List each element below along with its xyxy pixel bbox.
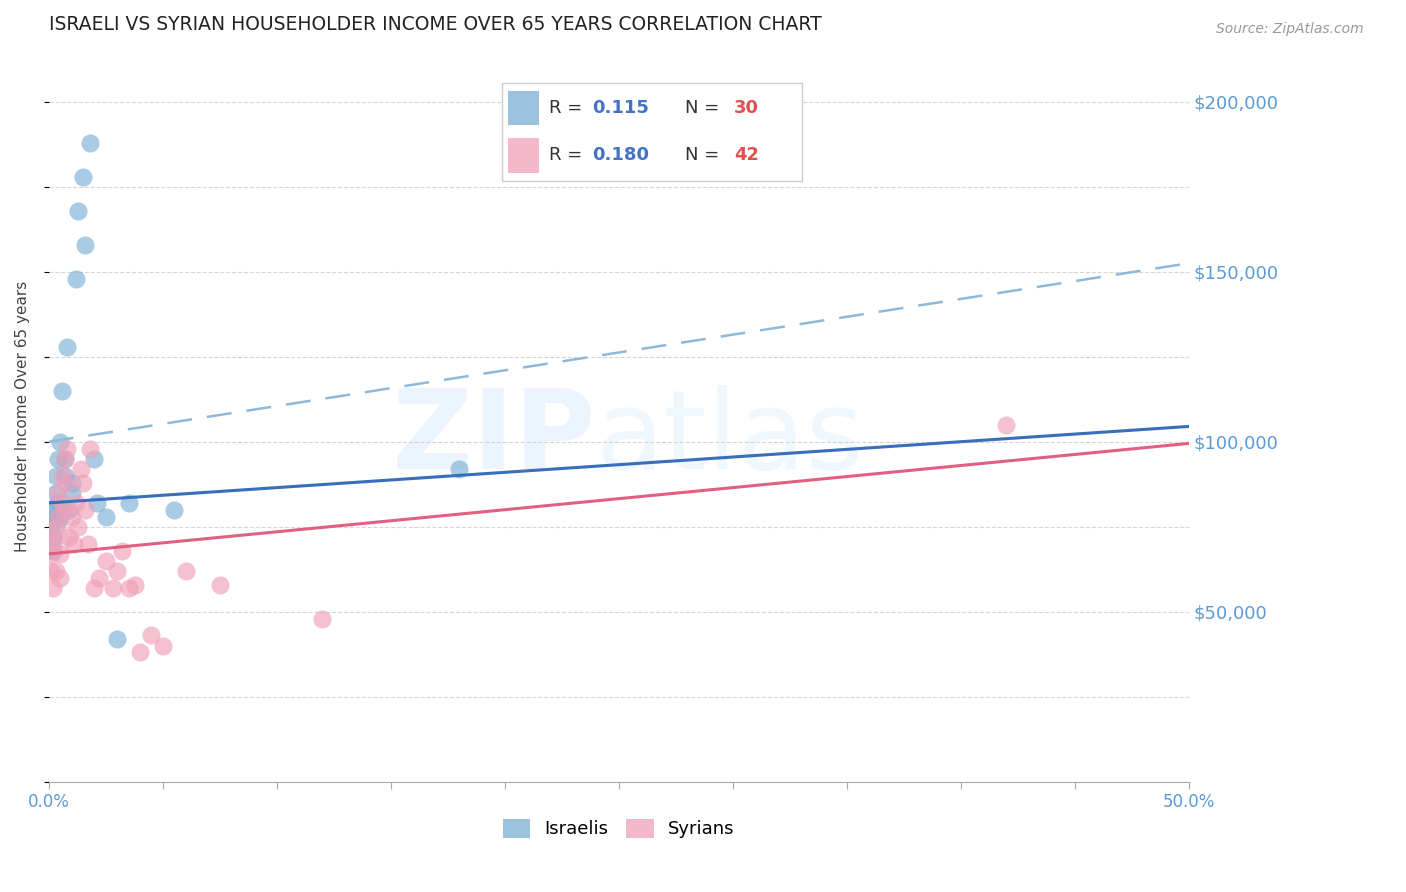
Point bbox=[94, 509, 117, 524]
Point bbox=[63, 537, 86, 551]
Legend: Israelis, Syrians: Israelis, Syrians bbox=[495, 812, 742, 846]
Point bbox=[49, 434, 72, 449]
Text: ZIP: ZIP bbox=[392, 384, 596, 491]
Text: 30: 30 bbox=[734, 99, 759, 117]
Point bbox=[53, 468, 76, 483]
FancyBboxPatch shape bbox=[502, 83, 803, 181]
Point bbox=[58, 530, 80, 544]
Point bbox=[39, 509, 62, 524]
Point bbox=[79, 442, 101, 456]
Text: atlas: atlas bbox=[596, 384, 865, 491]
Point bbox=[45, 509, 67, 524]
Point bbox=[51, 468, 73, 483]
Point bbox=[105, 564, 128, 578]
Point bbox=[75, 502, 97, 516]
Point bbox=[117, 496, 139, 510]
Point bbox=[60, 475, 83, 490]
Point bbox=[117, 581, 139, 595]
Point bbox=[39, 547, 62, 561]
Point bbox=[152, 639, 174, 653]
Point bbox=[42, 543, 65, 558]
Point bbox=[49, 547, 72, 561]
Text: 0.115: 0.115 bbox=[592, 99, 648, 117]
Point bbox=[94, 554, 117, 568]
Point bbox=[105, 632, 128, 646]
Point bbox=[53, 502, 76, 516]
Point bbox=[449, 462, 471, 476]
Point bbox=[174, 564, 197, 578]
Point bbox=[45, 485, 67, 500]
Point bbox=[58, 502, 80, 516]
Point bbox=[76, 537, 98, 551]
Text: N =: N = bbox=[685, 99, 724, 117]
FancyBboxPatch shape bbox=[509, 91, 540, 126]
Text: N =: N = bbox=[685, 146, 724, 164]
Point bbox=[42, 530, 65, 544]
Point bbox=[46, 451, 69, 466]
Point bbox=[83, 451, 105, 466]
Point bbox=[42, 537, 65, 551]
Point bbox=[42, 581, 65, 595]
Text: 42: 42 bbox=[734, 146, 759, 164]
Point bbox=[86, 496, 108, 510]
Point bbox=[49, 571, 72, 585]
Point bbox=[69, 462, 91, 476]
Text: 0.180: 0.180 bbox=[592, 146, 650, 164]
Point bbox=[208, 577, 231, 591]
Point bbox=[75, 237, 97, 252]
Point bbox=[65, 496, 87, 510]
Point bbox=[51, 496, 73, 510]
Point bbox=[46, 509, 69, 524]
Y-axis label: Householder Income Over 65 years: Householder Income Over 65 years bbox=[15, 281, 30, 552]
Point bbox=[111, 543, 134, 558]
Point bbox=[83, 581, 105, 595]
Point bbox=[39, 519, 62, 533]
Text: R =: R = bbox=[548, 146, 588, 164]
Point bbox=[45, 468, 67, 483]
Point bbox=[87, 571, 110, 585]
Point bbox=[45, 519, 67, 533]
Point bbox=[51, 384, 73, 398]
Point bbox=[65, 271, 87, 285]
FancyBboxPatch shape bbox=[509, 137, 540, 173]
Point bbox=[46, 485, 69, 500]
Point bbox=[79, 136, 101, 150]
Point bbox=[124, 577, 146, 591]
Point bbox=[163, 502, 186, 516]
Point bbox=[39, 564, 62, 578]
Point bbox=[53, 451, 76, 466]
Point bbox=[56, 340, 79, 354]
Point bbox=[129, 645, 152, 659]
Point bbox=[39, 530, 62, 544]
Point bbox=[49, 509, 72, 524]
Point bbox=[46, 496, 69, 510]
Point bbox=[72, 169, 94, 184]
Point bbox=[67, 519, 90, 533]
Point bbox=[42, 530, 65, 544]
Point bbox=[56, 442, 79, 456]
Point bbox=[67, 203, 90, 218]
Point bbox=[141, 628, 163, 642]
Point bbox=[311, 611, 333, 625]
Text: Source: ZipAtlas.com: Source: ZipAtlas.com bbox=[1216, 22, 1364, 37]
Point bbox=[53, 451, 76, 466]
Text: ISRAELI VS SYRIAN HOUSEHOLDER INCOME OVER 65 YEARS CORRELATION CHART: ISRAELI VS SYRIAN HOUSEHOLDER INCOME OVE… bbox=[49, 15, 821, 34]
Point bbox=[995, 417, 1018, 432]
Point bbox=[56, 475, 79, 490]
Point bbox=[60, 509, 83, 524]
Point bbox=[60, 485, 83, 500]
Point bbox=[45, 564, 67, 578]
Point bbox=[101, 581, 124, 595]
Point bbox=[39, 502, 62, 516]
Text: R =: R = bbox=[548, 99, 588, 117]
Point bbox=[72, 475, 94, 490]
